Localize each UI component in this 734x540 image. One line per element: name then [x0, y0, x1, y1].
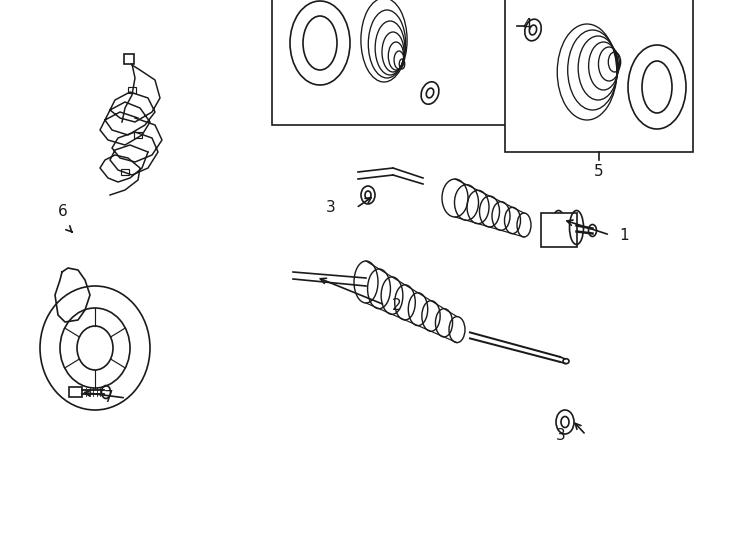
Text: 3: 3: [556, 428, 566, 442]
Bar: [69, 387, 82, 397]
Bar: [124, 54, 134, 64]
Bar: [540, 213, 576, 246]
Text: 4: 4: [522, 18, 531, 33]
Text: 2: 2: [392, 298, 401, 313]
Text: 6: 6: [58, 204, 68, 219]
Bar: [272, 0, 517, 125]
Bar: [121, 169, 129, 175]
Bar: [505, 0, 693, 152]
Text: 1: 1: [619, 227, 628, 242]
Text: 3: 3: [326, 200, 336, 215]
Bar: [128, 87, 136, 93]
Text: 7: 7: [103, 390, 113, 406]
Bar: [134, 132, 142, 138]
Text: 5: 5: [595, 164, 604, 179]
